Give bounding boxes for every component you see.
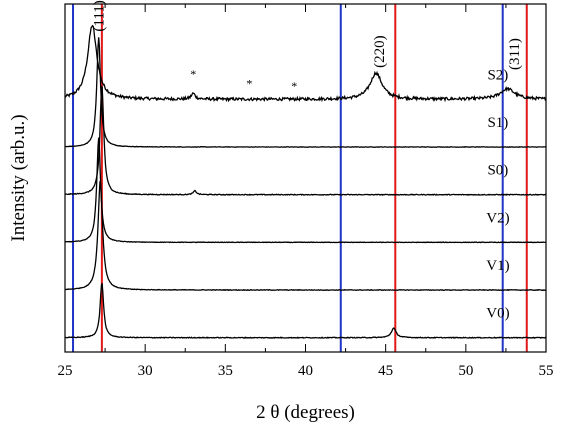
impurity-marker-2: * (291, 79, 297, 93)
series-label-v0: V0) (486, 306, 509, 322)
series-line-s1 (65, 37, 547, 148)
peak-label-0: (111) (92, 0, 108, 31)
x-tick-label-55: 55 (539, 363, 554, 379)
plot-frame (64, 3, 547, 353)
x-tick-label-35: 35 (218, 363, 233, 379)
impurity-marker-1: * (246, 76, 252, 90)
series-label-s2: S2) (487, 67, 508, 83)
x-axis-title: 2 θ (degrees) (256, 402, 355, 423)
series-label-s0: S0) (487, 163, 508, 179)
series-line-v0 (64, 283, 547, 339)
impurity-marker-0: * (190, 67, 196, 81)
x-tick-label-30: 30 (138, 363, 153, 379)
plot-area: S2) S1) S0) V2) V1) V0) (111) (220) (311) * * * 25 30… (58, 0, 554, 379)
series-line-v1 (64, 180, 547, 292)
series-label-v1: V1) (486, 258, 509, 274)
peak-label-1: (220) (372, 35, 388, 68)
x-tick-label-40: 40 (298, 363, 313, 379)
peak-label-2: (311) (507, 38, 523, 70)
series-line-v2 (64, 137, 546, 244)
series-label-s1: S1) (487, 115, 508, 131)
series-line-s2 (64, 24, 547, 103)
x-tick-label-45: 45 (378, 363, 393, 379)
series-line-s0 (65, 85, 547, 196)
x-tick-label-50: 50 (458, 363, 473, 379)
series-label-v2: V2) (486, 210, 509, 226)
y-axis-title: Intensity (arb.u.) (8, 114, 29, 241)
x-tick-label-25: 25 (58, 363, 73, 379)
